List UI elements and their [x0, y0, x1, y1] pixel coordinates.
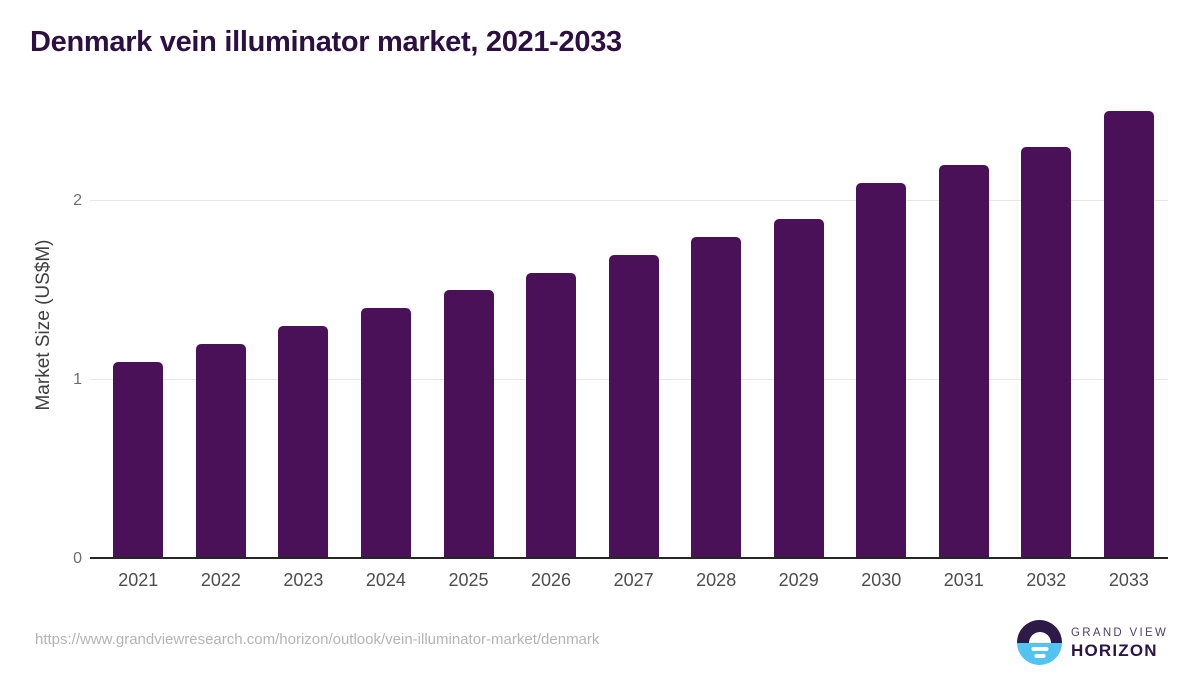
x-tick-label: 2024 — [365, 570, 406, 590]
bar-2028[interactable] — [691, 237, 742, 557]
x-tick-label: 2031 — [943, 570, 984, 590]
x-tick-label: 2029 — [778, 570, 819, 590]
logo-reflection-line — [1034, 653, 1045, 658]
y-tick-label: 1 — [73, 371, 82, 388]
logo-text-grand-view: GRAND VIEW — [1071, 626, 1169, 639]
bar-2029[interactable] — [773, 219, 824, 557]
x-tick-label: 2023 — [283, 570, 324, 590]
x-tick-label: 2027 — [613, 570, 654, 590]
x-tick-label: 2032 — [1026, 570, 1067, 590]
horizon-logo-icon — [1017, 620, 1062, 665]
logo-text-horizon: HORIZON — [1071, 640, 1158, 660]
y-tick-label: 0 — [73, 550, 82, 567]
bar-2025[interactable] — [443, 290, 494, 557]
x-tick-label: 2026 — [530, 570, 572, 590]
x-axis-line — [90, 557, 1168, 559]
logo-reflection-line — [1031, 646, 1048, 651]
source-url: https://www.grandviewresearch.com/horizo… — [35, 631, 600, 648]
x-tick-label: 2030 — [861, 570, 902, 590]
logo-text: GRAND VIEW HORIZON — [1071, 626, 1168, 660]
bar-2021[interactable] — [113, 362, 164, 557]
grandview-horizon-logo[interactable]: GRAND VIEW HORIZON — [1017, 620, 1168, 665]
gridline-y-2 — [90, 200, 1168, 201]
x-tick-label: 2022 — [200, 570, 241, 590]
logo-sun-icon — [1028, 631, 1051, 643]
bar-2024[interactable] — [360, 308, 411, 557]
bar-2026[interactable] — [526, 273, 576, 557]
bar-2031[interactable] — [938, 165, 989, 557]
logo-icon-top-half — [1017, 620, 1062, 643]
bar-2027[interactable] — [608, 255, 659, 557]
bar-2030[interactable] — [856, 183, 907, 557]
x-tick-label: 2021 — [118, 570, 159, 590]
bar-2023[interactable] — [278, 326, 329, 557]
x-tick-label: 2033 — [1108, 570, 1149, 590]
chart-title: Denmark vein illuminator market, 2021-20… — [30, 26, 622, 58]
y-tick-label: 2 — [73, 192, 82, 209]
bar-2032[interactable] — [1021, 147, 1072, 557]
x-tick-label: 2025 — [448, 570, 489, 590]
bar-2033[interactable] — [1103, 111, 1154, 557]
x-tick-label: 2028 — [696, 570, 737, 590]
bar-2022[interactable] — [195, 344, 246, 557]
